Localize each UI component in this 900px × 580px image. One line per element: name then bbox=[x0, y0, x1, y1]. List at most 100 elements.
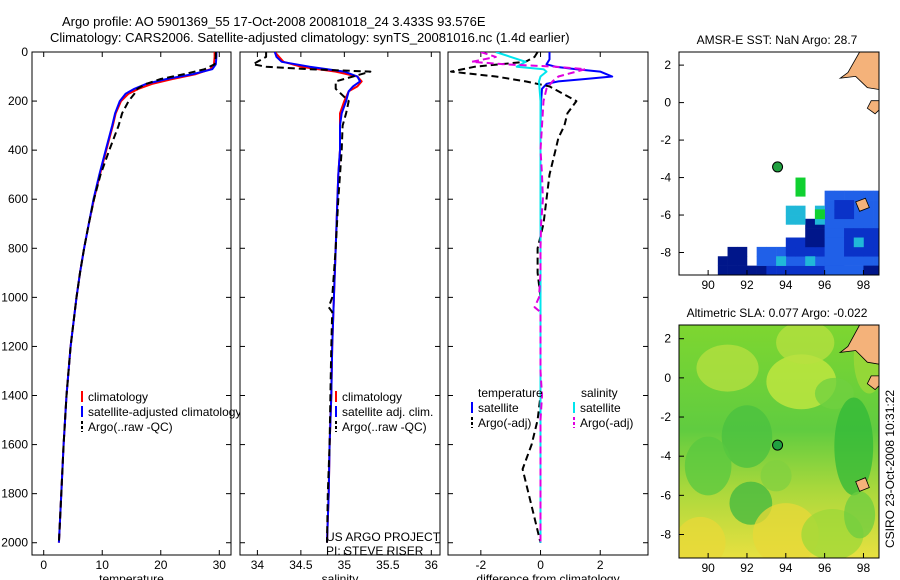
sst-cell bbox=[834, 190, 845, 201]
sst-cell bbox=[853, 190, 864, 201]
sst-cell bbox=[795, 265, 806, 275]
y-tick-label: -4 bbox=[660, 449, 671, 463]
credit-text: CSIRO 23-Oct-2008 10:31:22 bbox=[883, 390, 897, 548]
sst-cell bbox=[834, 237, 845, 248]
sst-cell bbox=[824, 246, 835, 257]
series-line-3 bbox=[470, 52, 587, 543]
sst-cell bbox=[844, 218, 855, 229]
sst-cell bbox=[805, 246, 816, 257]
credit-text-wrap: CSIRO 23-Oct-2008 10:31:22 bbox=[880, 300, 900, 560]
land-shape bbox=[866, 100, 879, 115]
x-axis-label: difference from climatology bbox=[476, 572, 619, 580]
sst-cell bbox=[844, 246, 855, 257]
legend-label: Argo(-adj) bbox=[580, 416, 633, 430]
sst-cell bbox=[785, 205, 796, 216]
sst-cell bbox=[737, 265, 748, 275]
sst-cell bbox=[844, 265, 855, 275]
sst-cell bbox=[805, 256, 816, 266]
y-tick-label: -2 bbox=[660, 410, 671, 424]
sst-cell bbox=[814, 209, 825, 220]
figure-title-line1: Argo profile: AO 5901369_55 17-Oct-2008 … bbox=[62, 14, 486, 29]
sla-blob bbox=[834, 397, 874, 496]
y-tick-label: 600 bbox=[8, 192, 28, 206]
sst-cell bbox=[853, 228, 864, 238]
sla-blob bbox=[776, 325, 835, 365]
x-axis-label: temperature bbox=[99, 572, 164, 580]
sst-cell bbox=[853, 218, 864, 229]
annotation-text: PI: STEVE RISER bbox=[326, 544, 424, 558]
sla-blob bbox=[679, 516, 726, 558]
legend-label: Argo(..raw -QC) bbox=[88, 420, 173, 434]
sst-cell bbox=[824, 237, 835, 248]
sst-cell bbox=[853, 237, 864, 248]
sst-cell bbox=[844, 200, 855, 210]
sst-cell bbox=[853, 265, 864, 275]
sst-cell bbox=[853, 209, 864, 220]
sst-cell bbox=[717, 265, 728, 275]
x-tick-label: 34 bbox=[251, 558, 265, 572]
sla-blob bbox=[760, 460, 792, 492]
sst-cell bbox=[844, 237, 855, 248]
sst-cell bbox=[834, 256, 845, 266]
sst-cell bbox=[795, 177, 806, 188]
legend-label: satellite adj. clim. bbox=[342, 405, 433, 419]
y-tick-label: 200 bbox=[8, 94, 28, 108]
series-line-1 bbox=[57, 52, 218, 543]
sst-cell bbox=[824, 256, 835, 266]
sst-cell bbox=[805, 218, 816, 229]
x-tick-label: 92 bbox=[740, 561, 754, 575]
sst-cell bbox=[834, 265, 845, 275]
sst-cell bbox=[824, 209, 835, 220]
series-group bbox=[450, 52, 614, 543]
x-tick-label: 0 bbox=[537, 558, 544, 572]
axes-frame bbox=[31, 51, 232, 556]
y-tick-label: -2 bbox=[660, 133, 671, 147]
series-line-1 bbox=[450, 52, 578, 543]
land-shape bbox=[855, 477, 870, 492]
sst-cell bbox=[863, 237, 874, 248]
sst-cell bbox=[863, 209, 874, 220]
x-tick-label: 36 bbox=[425, 558, 439, 572]
sst-cell bbox=[795, 256, 806, 266]
y-tick-label: 0 bbox=[664, 371, 671, 385]
sla-blob bbox=[721, 405, 773, 468]
legend-title-salinity: salinity bbox=[581, 386, 618, 400]
sst-cell bbox=[766, 265, 777, 275]
sst-cell bbox=[785, 265, 796, 275]
map-title: AMSR-E SST: NaN Argo: 28.7 bbox=[697, 33, 858, 47]
sst-cell bbox=[873, 228, 879, 238]
y-tick-label: -8 bbox=[660, 246, 671, 260]
sst-cell bbox=[863, 246, 874, 257]
y-tick-label: 2 bbox=[664, 332, 671, 346]
series-line-2 bbox=[252, 52, 372, 543]
land-shape bbox=[838, 325, 879, 365]
x-tick-label: 96 bbox=[818, 561, 832, 575]
y-tick-label: 0 bbox=[664, 96, 671, 110]
sst-cell bbox=[873, 200, 879, 210]
x-tick-label: 10 bbox=[96, 558, 110, 572]
legend-title-temperature: temperature bbox=[478, 386, 543, 400]
x-tick-label: 94 bbox=[779, 561, 793, 575]
sst-cell bbox=[805, 237, 816, 248]
x-tick-label: 2 bbox=[597, 558, 604, 572]
map-title: Altimetric SLA: 0.077 Argo: -0.022 bbox=[687, 306, 868, 320]
sst-cell bbox=[873, 209, 879, 220]
legend-label: climatology bbox=[342, 390, 402, 404]
sst-cell bbox=[727, 256, 738, 266]
sst-cell bbox=[785, 256, 796, 266]
series-group bbox=[57, 52, 218, 543]
x-tick-label: 35 bbox=[338, 558, 352, 572]
sla-blob bbox=[814, 377, 854, 410]
sst-cell bbox=[834, 209, 845, 220]
x-tick-label: 20 bbox=[154, 558, 168, 572]
sst-cell bbox=[824, 218, 835, 229]
sst-cell bbox=[805, 265, 816, 275]
x-tick-label: 98 bbox=[857, 278, 871, 292]
sst-cell bbox=[795, 237, 806, 248]
legend-label: Argo(-adj) bbox=[478, 416, 531, 430]
sst-cell bbox=[785, 246, 796, 257]
x-tick-label: 0 bbox=[40, 558, 47, 572]
y-tick-label: 1600 bbox=[1, 438, 28, 452]
x-tick-label: 96 bbox=[818, 278, 832, 292]
